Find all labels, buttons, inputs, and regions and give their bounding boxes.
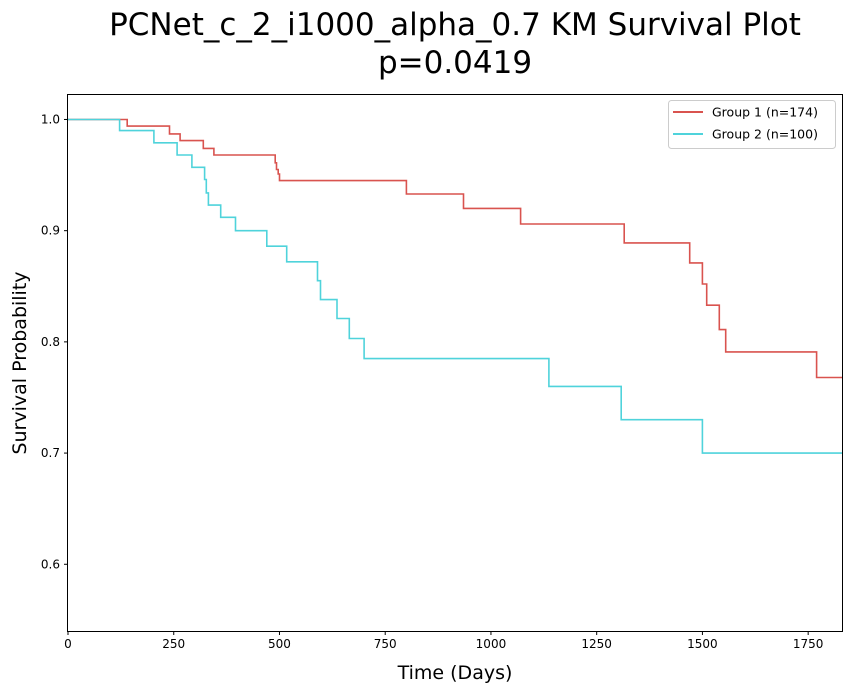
x-tick-label: 1750 xyxy=(793,637,824,651)
legend-label-group-2: Group 2 (n=100) xyxy=(712,127,818,142)
legend-frame xyxy=(668,100,836,149)
y-axis-label: Survival Probability xyxy=(9,271,31,454)
survival-curves xyxy=(68,118,842,454)
survival-curve-group-1 xyxy=(68,118,842,379)
x-tick-label: 1250 xyxy=(581,637,612,651)
x-tick-label: 1500 xyxy=(687,637,718,651)
y-tick-label: 0.8 xyxy=(41,335,60,349)
survival-curve-group-2 xyxy=(68,118,842,454)
x-axis-ticks: 0 250 500 750 1000 1250 1500 1750 xyxy=(64,631,823,651)
x-tick-label: 1000 xyxy=(476,637,507,651)
chart-title: PCNet_c_2_i1000_alpha_0.7 KM Survival Pl… xyxy=(109,7,801,43)
y-tick-label: 0.7 xyxy=(41,446,60,460)
x-tick-label: 0 xyxy=(64,637,72,651)
plot-area-frame xyxy=(67,94,843,632)
x-axis-label: Time (Days) xyxy=(397,662,513,684)
legend-label-group-1: Group 1 (n=174) xyxy=(712,105,818,120)
y-tick-label: 1.0 xyxy=(41,112,60,126)
x-tick-label: 250 xyxy=(162,637,185,651)
chart-subtitle: p=0.0419 xyxy=(378,45,532,81)
y-tick-label: 0.6 xyxy=(41,557,60,571)
x-tick-label: 750 xyxy=(374,637,397,651)
y-axis-ticks: 0.6 0.7 0.8 0.9 1.0 xyxy=(41,112,68,571)
legend: Group 1 (n=174) Group 2 (n=100) xyxy=(668,100,836,149)
y-tick-label: 0.9 xyxy=(41,224,60,238)
x-tick-label: 500 xyxy=(268,637,291,651)
